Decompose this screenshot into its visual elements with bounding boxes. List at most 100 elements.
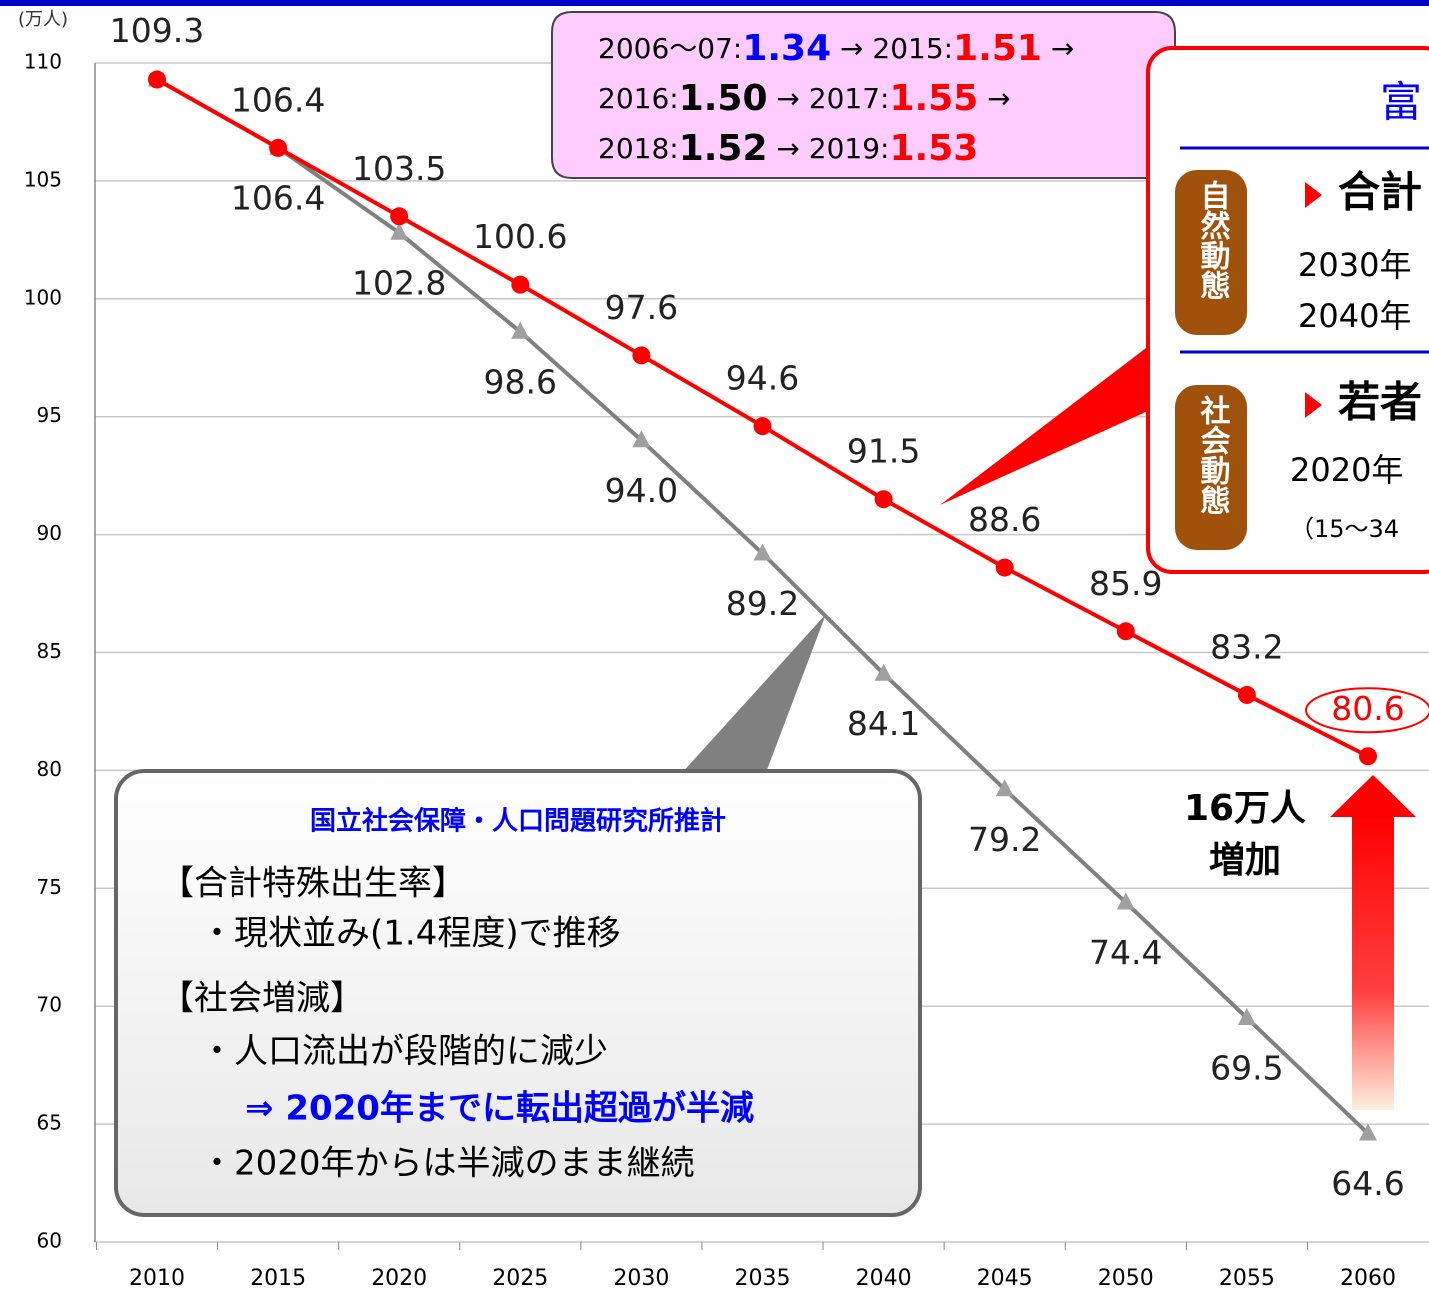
point — [390, 207, 409, 226]
tag-box — [1175, 385, 1247, 550]
bullet — [1305, 392, 1322, 418]
callout-segment: 1.34 — [742, 28, 831, 69]
point — [632, 346, 651, 365]
y-tick-label: 90 — [37, 521, 62, 545]
point — [995, 779, 1014, 797]
highlight-circle — [1305, 687, 1429, 734]
value-label: 84.1 — [847, 704, 920, 743]
x-tick-label: 2010 — [129, 1266, 185, 1291]
callout-segment: 1.51 — [953, 28, 1042, 69]
callout-segment: 1.55 — [889, 78, 978, 119]
tag-text: 社会動態 — [1195, 395, 1231, 515]
section-line: 2040年 — [1298, 297, 1411, 335]
point — [874, 663, 893, 681]
value-label: 88.6 — [968, 500, 1041, 539]
point — [1237, 1007, 1256, 1025]
value-label: 100.6 — [473, 217, 567, 256]
y-unit: (万人) — [18, 9, 68, 30]
value-label: 94.0 — [605, 471, 678, 510]
arrow-body — [1352, 815, 1394, 1110]
callout-segment: 1.50 — [679, 78, 768, 119]
callout-segment: 1.53 — [889, 128, 978, 169]
point — [995, 558, 1014, 577]
callout-text: 2006〜07:1.34 → 2015:1.51 → — [598, 28, 1074, 69]
callout-segment: → — [978, 82, 1010, 115]
value-label: 89.2 — [726, 584, 799, 623]
value-label: 103.5 — [352, 149, 446, 188]
value-label: 94.6 — [726, 359, 799, 398]
point — [511, 321, 530, 339]
value-label: 106.4 — [231, 178, 325, 217]
point — [148, 70, 166, 89]
top-bar — [0, 0, 1429, 6]
value-label: 64.6 — [1331, 1164, 1404, 1203]
gray-box-line: 【社会増減】 — [160, 979, 364, 1019]
increase-label: 16万人 — [1184, 788, 1306, 829]
y-tick-label: 75 — [37, 875, 62, 899]
section-line: 2020年 — [1290, 451, 1403, 489]
tag-text: 自然動態 — [1195, 180, 1231, 300]
x-tick-label: 2030 — [613, 1266, 669, 1291]
value-label: 102.8 — [352, 263, 446, 302]
x-tick-label: 2035 — [735, 1266, 791, 1291]
value-label: 109.3 — [110, 11, 204, 50]
point — [1359, 747, 1377, 766]
callout-text: 2018:1.52 → 2019:1.53 — [598, 128, 978, 169]
callout-segment: 1.52 — [679, 128, 768, 169]
y-tick-label: 60 — [37, 1229, 62, 1253]
y-tick-label: 65 — [37, 1111, 62, 1135]
value-label: 97.6 — [605, 288, 678, 327]
value-label: 83.2 — [1210, 627, 1283, 666]
x-tick-label: 2055 — [1219, 1266, 1275, 1291]
section-heading: 若者 — [1338, 378, 1422, 427]
value-label: 80.6 — [1331, 689, 1404, 728]
callout-segment: → 2017: — [768, 82, 890, 115]
callout-segment: → 2019: — [768, 132, 890, 165]
right-box-title: 富 — [1380, 78, 1422, 127]
callout-segment: → — [1042, 32, 1074, 65]
y-tick-label: 100 — [24, 285, 62, 309]
y-tick-label: 80 — [37, 757, 62, 781]
value-label: 69.5 — [1210, 1048, 1283, 1087]
callout-segment: → 2015: — [831, 32, 953, 65]
point — [1116, 622, 1135, 641]
increase-label: 増加 — [1209, 840, 1281, 881]
arrow-head — [1330, 775, 1416, 817]
value-label: 91.5 — [847, 432, 920, 471]
x-tick-label: 2040 — [856, 1266, 912, 1291]
x-tick-label: 2060 — [1340, 1266, 1396, 1291]
callout-segment: 2006〜07: — [598, 32, 742, 65]
gray-box-title: 国立社会保障・人口問題研究所推計 — [310, 806, 726, 837]
point — [632, 430, 651, 448]
value-label: 85.9 — [1089, 564, 1162, 603]
gray-box-line: ・2020年からは半減のまま継続 — [200, 1144, 695, 1184]
x-tick-label: 2015 — [250, 1266, 306, 1291]
value-label: 74.4 — [1089, 933, 1162, 972]
callout-tail — [680, 614, 826, 775]
value-label: 79.2 — [968, 820, 1041, 859]
gray-box-line: ⇒ 2020年までに転出超過が半減 — [245, 1089, 754, 1129]
y-tick-label: 85 — [37, 639, 62, 663]
point — [753, 417, 772, 436]
point — [511, 275, 530, 294]
gray-box-line: 【合計特殊出生率】 — [160, 864, 466, 904]
point — [753, 543, 772, 561]
wedge — [940, 345, 1150, 505]
point — [1359, 1123, 1377, 1141]
section-heading: 合計 — [1338, 168, 1422, 217]
value-label: 106.4 — [231, 80, 325, 119]
bullet — [1305, 182, 1322, 208]
gray-box — [114, 769, 922, 1217]
y-tick-label: 70 — [37, 993, 62, 1017]
section-line: 2030年 — [1298, 246, 1411, 284]
y-tick-label: 95 — [37, 403, 62, 427]
point — [874, 490, 893, 509]
x-tick-label: 2045 — [977, 1266, 1033, 1291]
y-tick-label: 105 — [24, 167, 62, 191]
value-label: 98.6 — [484, 362, 557, 401]
section-line: （15〜34 — [1290, 515, 1399, 543]
point — [269, 138, 288, 157]
x-tick-label: 2050 — [1098, 1266, 1154, 1291]
callout-text: 2016:1.50 → 2017:1.55 → — [598, 78, 1011, 119]
